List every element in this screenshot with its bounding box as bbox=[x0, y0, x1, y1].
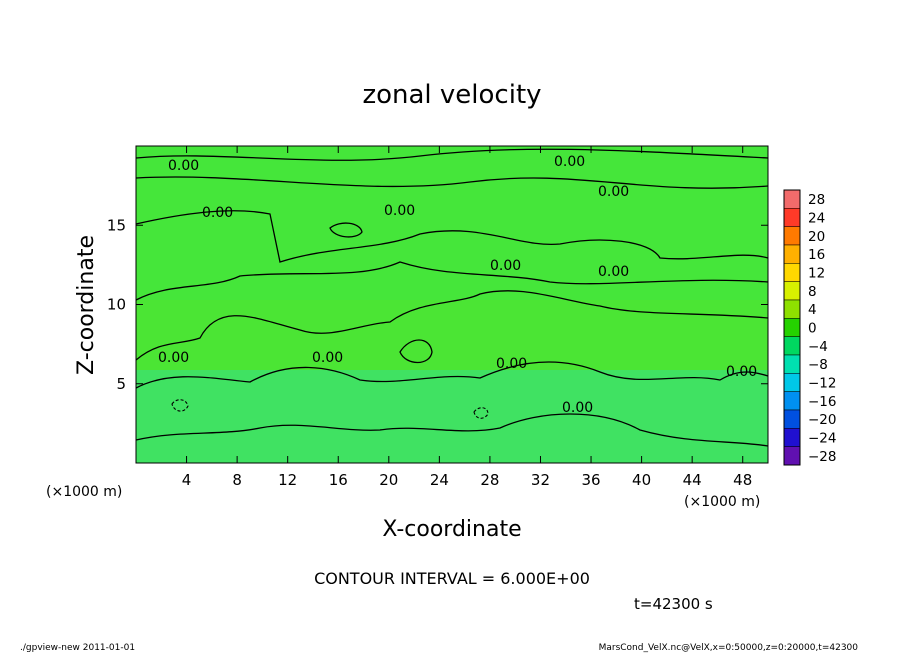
x-tick-label: 28 bbox=[480, 471, 499, 489]
x-axis-label: X-coordinate bbox=[382, 517, 521, 542]
contour-line bbox=[135, 148, 769, 161]
mid-band bbox=[136, 300, 768, 370]
contour-line bbox=[399, 339, 433, 364]
time-label: t=42300 s bbox=[634, 595, 713, 613]
contour-label: 0.00 bbox=[202, 205, 233, 221]
colorbar-level-label: −24 bbox=[808, 431, 837, 447]
colorbar-level-label: 0 bbox=[808, 321, 817, 337]
contour-label: 0.00 bbox=[168, 158, 199, 174]
colorbar-level-label: −28 bbox=[808, 449, 837, 465]
contour-label: 0.00 bbox=[562, 400, 593, 416]
plot-area: 0.00 0.00 0.00 0.00 0.00 0.00 0.00 0.00 … bbox=[135, 145, 769, 464]
colorbar-swatch bbox=[783, 189, 801, 209]
colorbar-swatch bbox=[783, 208, 801, 227]
y-axis-label: Z-coordinate bbox=[74, 235, 99, 375]
contour-line-dashed bbox=[171, 399, 189, 412]
colorbar-swatch bbox=[783, 391, 801, 411]
x-unit-left: (×1000 m) bbox=[46, 484, 122, 500]
colorbar-level-label: −12 bbox=[808, 376, 837, 392]
colorbar-swatch bbox=[783, 428, 801, 447]
contour-line-dashed bbox=[473, 407, 489, 419]
contour-line bbox=[329, 222, 363, 238]
colorbar-swatch bbox=[783, 409, 801, 429]
chart-title: zonal velocity bbox=[362, 80, 541, 110]
contour-line bbox=[135, 261, 769, 301]
x-tick-label: 20 bbox=[379, 471, 398, 489]
x-axis: 4 8 12 16 20 24 28 32 36 40 44 48 bbox=[182, 146, 752, 489]
colorbar-swatch bbox=[783, 354, 801, 374]
y-tick-label: 10 bbox=[107, 296, 126, 314]
x-tick-label: 36 bbox=[581, 471, 600, 489]
x-tick-label: 48 bbox=[733, 471, 752, 489]
y-tick-label: 5 bbox=[116, 375, 126, 393]
contour-label: 0.00 bbox=[726, 364, 757, 380]
colorbar-swatch bbox=[783, 318, 801, 337]
contour-label: 0.00 bbox=[312, 350, 343, 366]
colorbar-level-label: 28 bbox=[808, 192, 825, 208]
colorbar-level-label: 12 bbox=[808, 266, 825, 282]
contour-line bbox=[135, 176, 769, 189]
colorbar: 28 24 20 16 12 8 4 0 −4 −8 −12 −16 −20 −24 −28 bbox=[783, 189, 837, 466]
x-tick-label: 16 bbox=[329, 471, 348, 489]
colorbar-level-label: −4 bbox=[808, 339, 828, 355]
colorbar-swatch bbox=[783, 281, 801, 301]
colorbar-level-label: −16 bbox=[808, 394, 837, 410]
contour-line bbox=[135, 361, 769, 389]
contour-interval: CONTOUR INTERVAL = 6.000E+00 bbox=[314, 569, 590, 588]
contour-line bbox=[135, 290, 769, 361]
colorbar-level-label: −8 bbox=[808, 357, 828, 373]
colorbar-swatch bbox=[783, 446, 801, 466]
x-unit-right: (×1000 m) bbox=[684, 494, 760, 510]
colorbar-level-label: 20 bbox=[808, 229, 825, 245]
x-tick-label: 4 bbox=[182, 471, 192, 489]
y-tick-label: 15 bbox=[107, 216, 126, 234]
colorbar-swatch bbox=[783, 263, 801, 282]
colorbar-level-label: 16 bbox=[808, 247, 825, 263]
contour-label: 0.00 bbox=[384, 203, 415, 219]
x-tick-label: 12 bbox=[278, 471, 297, 489]
contour-label: 0.00 bbox=[158, 350, 189, 366]
contour-line bbox=[135, 413, 769, 447]
colorbar-swatch bbox=[783, 299, 801, 319]
lower-band bbox=[136, 370, 768, 463]
x-tick-label: 8 bbox=[232, 471, 242, 489]
contour-label: 0.00 bbox=[598, 184, 629, 200]
footer-left: ./gpview-new 2011-01-01 bbox=[20, 643, 135, 653]
colorbar-swatch bbox=[783, 336, 801, 356]
footer-right: MarsCond_VelX.nc@VelX,x=0:50000,z=0:2000… bbox=[599, 643, 859, 653]
colorbar-level-label: 4 bbox=[808, 302, 817, 318]
contour-line bbox=[135, 210, 769, 263]
colorbar-swatch bbox=[783, 373, 801, 392]
x-tick-label: 44 bbox=[683, 471, 702, 489]
y-axis: 5 10 15 bbox=[107, 216, 768, 393]
contour-label: 0.00 bbox=[598, 264, 629, 280]
colorbar-level-label: −20 bbox=[808, 412, 837, 428]
contour-label: 0.00 bbox=[490, 258, 521, 274]
x-tick-label: 40 bbox=[632, 471, 651, 489]
colorbar-frame bbox=[783, 189, 801, 466]
colorbar-swatch bbox=[783, 244, 801, 264]
contour-label: 0.00 bbox=[554, 154, 585, 170]
colorbar-swatch bbox=[783, 226, 801, 246]
colorbar-level-label: 8 bbox=[808, 284, 817, 300]
colorbar-level-label: 24 bbox=[808, 211, 825, 227]
contour-label: 0.00 bbox=[496, 356, 527, 372]
x-tick-label: 32 bbox=[531, 471, 550, 489]
x-tick-label: 24 bbox=[430, 471, 449, 489]
